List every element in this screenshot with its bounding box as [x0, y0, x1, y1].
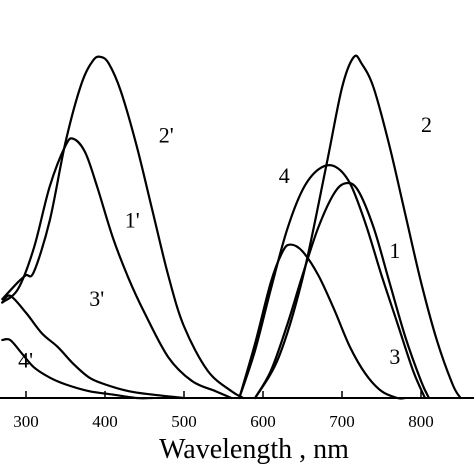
series-line-1: [254, 181, 430, 400]
series-label-1-prime: 1': [125, 208, 140, 233]
series-line-3-prime: [1, 294, 186, 400]
series-line-4: [238, 164, 427, 400]
x-axis-title: Wavelength , nm: [159, 434, 349, 465]
x-tick-label-700: 700: [329, 412, 355, 431]
series-label-4-prime: 4': [18, 347, 33, 372]
x-tick-label-300: 300: [13, 412, 39, 431]
series-line-2: [254, 54, 462, 400]
curve-labels-group: 1' 2' 3' 4' 1 2 3 4: [18, 112, 432, 372]
x-tick-label-800: 800: [408, 412, 434, 431]
series-label-3-prime: 3': [89, 286, 104, 311]
series-line-3: [238, 243, 407, 400]
series-label-1: 1: [389, 238, 400, 263]
series-label-2: 2: [421, 112, 432, 137]
series-line-2-prime: [1, 55, 245, 400]
series-label-2-prime: 2': [159, 122, 174, 147]
x-ticks-group: 300 400 500 600 700 800: [13, 391, 434, 431]
curves-group: [1, 54, 462, 400]
x-tick-label-500: 500: [171, 412, 197, 431]
series-line-1-prime: [1, 137, 233, 400]
series-label-3: 3: [389, 344, 400, 369]
series-label-4: 4: [279, 163, 290, 188]
x-tick-label-600: 600: [250, 412, 276, 431]
x-tick-label-400: 400: [92, 412, 118, 431]
series-line-4-prime: [1, 337, 154, 400]
